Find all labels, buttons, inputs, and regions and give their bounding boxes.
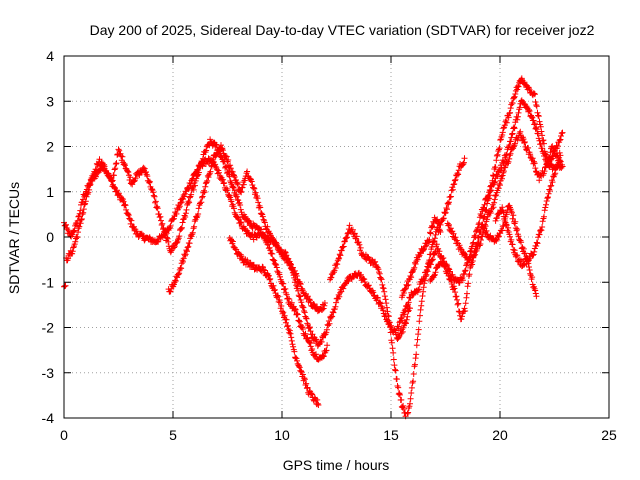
y-tick-labels: -4 -3 -2 -1 0 1 2 3 4	[42, 48, 55, 426]
series-satellite-track-10	[479, 202, 540, 300]
data-point-markers	[165, 142, 413, 349]
series-satellite-track-6	[398, 155, 468, 301]
y-tick-label: -4	[42, 410, 55, 426]
x-tick-label: 15	[383, 427, 399, 443]
y-tick-label: -2	[42, 320, 55, 336]
axis-ticks	[63, 55, 610, 419]
series-satellite-track-9	[444, 128, 566, 263]
x-tick-label: 25	[601, 427, 617, 443]
series-satellite-track-3	[165, 142, 413, 349]
data-point-markers	[479, 202, 540, 300]
data-point-markers	[63, 136, 331, 363]
x-tick-label: 10	[274, 427, 290, 443]
x-tick-label: 0	[60, 427, 68, 443]
y-tick-label: 4	[46, 48, 54, 64]
y-tick-label: 1	[46, 184, 54, 200]
y-tick-label: 0	[46, 229, 54, 245]
chart-title: Day 200 of 2025, Sidereal Day-to-day VTE…	[90, 22, 595, 38]
y-tick-label: 2	[46, 139, 54, 155]
y-tick-label: 3	[46, 93, 54, 109]
series-satellite-track-4	[226, 235, 322, 408]
y-tick-label: -3	[42, 365, 55, 381]
data-point-markers	[444, 128, 566, 263]
x-tick-label: 20	[492, 427, 508, 443]
x-axis-label: GPS time / hours	[283, 457, 390, 473]
series-satellite-track-2	[63, 136, 331, 363]
series-satellite-track-11	[492, 149, 564, 270]
x-tick-labels: 0 5 10 15 20 25	[60, 427, 617, 443]
x-tick-label: 5	[169, 427, 177, 443]
y-axis-label: SDTVAR / TECUs	[6, 182, 22, 294]
y-tick-label: -1	[42, 274, 55, 290]
data-point-markers	[492, 149, 564, 270]
data-point-markers	[226, 235, 322, 408]
data-point-markers	[398, 155, 468, 301]
